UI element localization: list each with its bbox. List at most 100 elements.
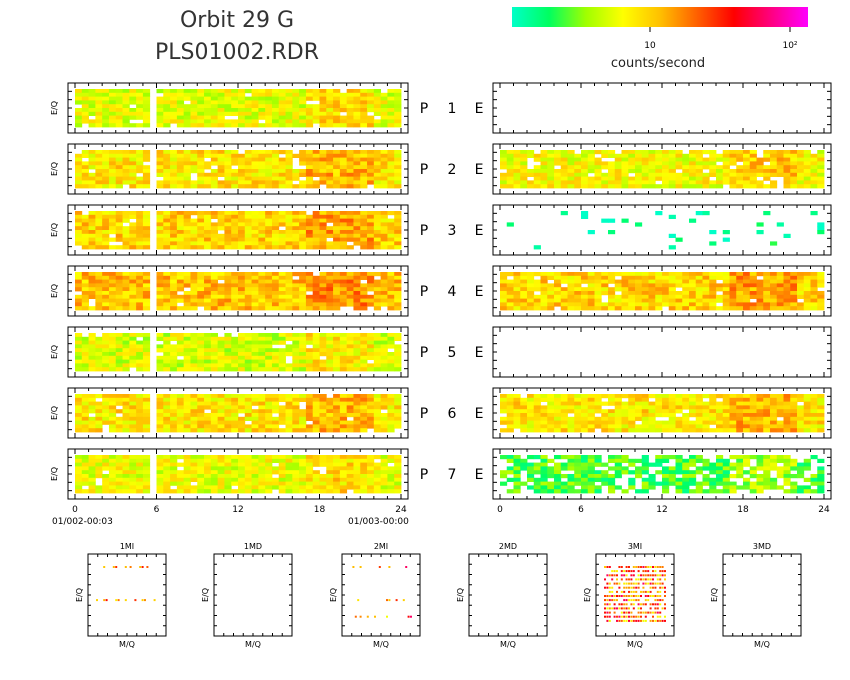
spectrogram-cell <box>770 283 778 288</box>
spectrogram-cell <box>299 344 307 349</box>
spectrogram-cell <box>95 409 103 414</box>
spectrogram-cell <box>756 184 764 189</box>
spectrogram-cell <box>285 428 293 433</box>
spectrogram-cell <box>136 214 144 219</box>
spectrogram-cell <box>394 272 402 277</box>
spectrogram-cell <box>387 336 395 341</box>
spectrogram-cell <box>75 416 83 421</box>
spectrogram-cell <box>648 157 656 162</box>
spectrogram-cell <box>527 169 535 174</box>
spectrogram-cell <box>210 119 219 124</box>
spectrogram-cell <box>265 489 273 494</box>
spectrogram-cell <box>204 241 212 246</box>
spectrogram-cell <box>136 176 144 181</box>
spectrogram-cell <box>387 397 395 402</box>
spectrogram-cell <box>271 108 280 113</box>
spectrogram-cell <box>394 176 402 181</box>
spectrogram-cell <box>628 169 636 174</box>
spectrogram-cell <box>346 352 354 357</box>
spectrogram-cell <box>271 96 280 101</box>
spectrogram-cell <box>251 348 259 353</box>
spectrogram-cell <box>210 466 219 471</box>
spectrogram-cell <box>621 172 629 177</box>
spectrogram-cell <box>224 214 232 219</box>
spectrogram-cell <box>95 111 103 116</box>
spectrogram-cell <box>102 272 110 277</box>
spectrogram-cell <box>217 352 225 357</box>
spectrogram-cell <box>554 275 562 280</box>
spectrogram-cell <box>367 405 375 410</box>
spectrogram-cell <box>326 214 334 219</box>
spectrogram-cell <box>136 413 144 418</box>
spectrogram-cell <box>190 340 198 345</box>
spectrogram-cell <box>278 409 286 414</box>
spectrogram-cell <box>81 92 89 97</box>
spectrogram-cell <box>251 272 259 277</box>
spectrogram-cell <box>183 352 191 357</box>
spectrogram-cell <box>353 184 361 189</box>
spectrogram-cell <box>319 211 327 216</box>
spectrogram-cell <box>567 279 575 284</box>
spectrogram-cell <box>367 180 375 185</box>
spectrogram-cell <box>326 100 334 105</box>
spectrogram-cell <box>251 298 259 303</box>
spectrogram-cell <box>506 176 514 181</box>
spectrogram-cell <box>197 291 205 296</box>
spectrogram-cell <box>380 184 388 189</box>
spectrogram-cell <box>75 89 83 94</box>
spectrogram-cell <box>129 470 137 475</box>
spectrogram-cell <box>115 245 123 250</box>
spectrogram-cell <box>142 340 151 345</box>
spectrogram-cell <box>163 150 171 155</box>
spectrogram-cell <box>122 89 130 94</box>
spectrogram-cell <box>285 115 293 120</box>
spectrogram-cell <box>265 245 273 250</box>
spectrogram-cell <box>387 470 395 475</box>
spectrogram-cell <box>204 348 212 353</box>
spectrogram-cell <box>176 279 185 284</box>
spectrogram-cell <box>675 176 683 181</box>
spectrogram-cell <box>142 466 151 471</box>
spectrogram-cell <box>614 294 622 299</box>
spectrogram-cell <box>136 416 144 421</box>
spectrogram-cell <box>75 333 83 338</box>
spectrogram-cell <box>95 165 103 170</box>
spectrogram-cell <box>102 150 110 155</box>
spectrogram-cell <box>285 230 293 235</box>
spectrogram-cell <box>346 123 354 128</box>
spectrogram-cell <box>285 180 293 185</box>
spectrogram-cell <box>743 150 751 155</box>
row-number: 3 <box>448 223 457 239</box>
spectrogram-cell <box>749 180 757 185</box>
spectrogram-cell <box>817 222 825 227</box>
spectrogram-cell <box>258 169 266 174</box>
spectrogram-cell <box>675 172 683 177</box>
spectrogram-cell <box>506 416 514 421</box>
spectrogram-cell <box>204 455 212 460</box>
spectrogram-cell <box>648 150 656 155</box>
spectrogram-cell <box>527 172 535 177</box>
spectrogram-cell <box>115 211 123 216</box>
spectrogram-cell <box>790 279 798 284</box>
spectrogram-cell <box>621 157 629 162</box>
spectrogram-cell <box>326 211 334 216</box>
spectrogram-cell <box>292 481 300 486</box>
spectrogram-cell <box>333 115 341 120</box>
spectrogram-cell <box>197 165 205 170</box>
spectrogram-cell <box>108 111 117 116</box>
spectrogram-cell <box>238 180 246 185</box>
spectrogram-cell <box>668 233 676 238</box>
spectrogram-cell <box>238 214 246 219</box>
spectrogram-cell <box>136 100 144 105</box>
spectrogram-cell <box>702 150 710 155</box>
spectrogram-cell <box>326 409 334 414</box>
spectrogram-cell <box>312 348 320 353</box>
spectrogram-cell <box>251 363 259 368</box>
spectrogram-cell <box>635 157 643 162</box>
spectrogram-cell <box>183 413 191 418</box>
spectrogram-cell <box>108 279 117 284</box>
spectrogram-cell <box>210 233 219 238</box>
spectrogram-cell <box>305 237 314 242</box>
spectrogram-cell <box>810 172 818 177</box>
spectrogram-cell <box>333 237 341 242</box>
